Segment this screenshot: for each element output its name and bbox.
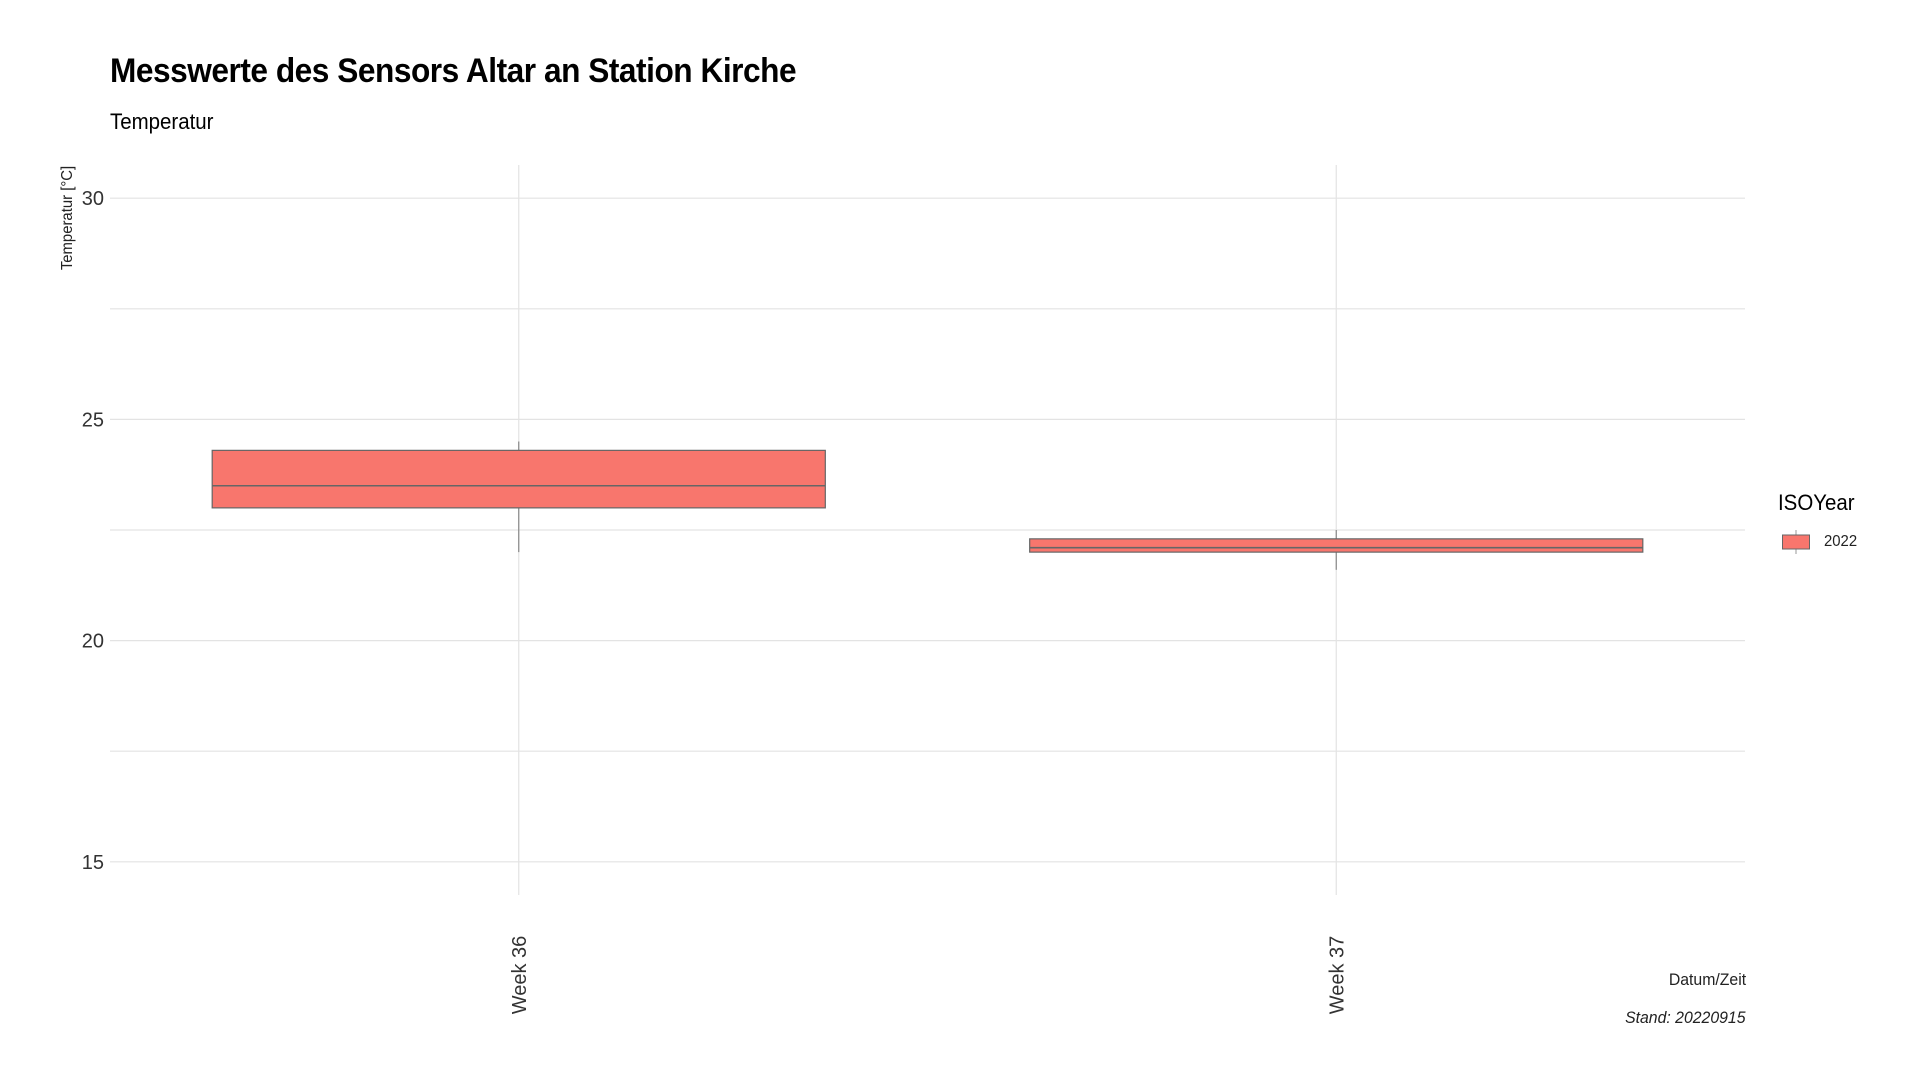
chart-title: Messwerte des Sensors Altar an Station K… [110,52,797,90]
x-tick-label: Week 37 [1326,936,1348,1015]
x-axis-label: Datum/Zeit [1668,970,1746,989]
box [211,449,826,509]
legend-item: 2022 [1778,530,1860,554]
y-tick-label: 25 [82,409,104,431]
box [1029,538,1644,553]
legend-label: 2022 [1824,533,1858,550]
x-tick-label: Week 36 [509,936,531,1015]
chart-subtitle: Temperatur [110,109,214,134]
legend-key [1782,530,1810,554]
y-tick-label: 20 [82,631,104,653]
y-tick-label: 15 [82,852,104,874]
y-tick-label: 30 [82,188,104,210]
caption: Stand: 20220915 [1625,1008,1746,1027]
legend: ISOYear 2022 [1778,490,1860,554]
legend-title: ISOYear [1778,490,1855,515]
